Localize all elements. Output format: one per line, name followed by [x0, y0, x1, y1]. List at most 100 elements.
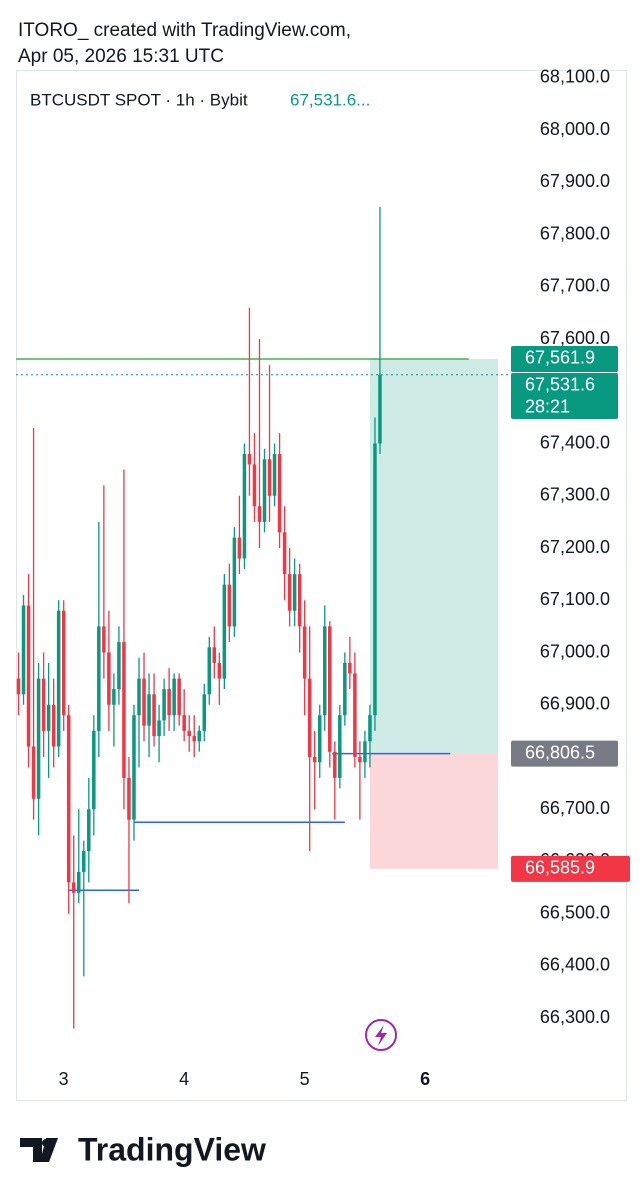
candle-body — [317, 715, 322, 763]
candle-body — [16, 678, 21, 695]
candle-body — [322, 626, 327, 716]
candle-body — [122, 642, 126, 778]
candle-body — [76, 871, 81, 893]
candle-body — [152, 694, 156, 737]
plot — [16, 206, 508, 1029]
y-tick-label: 67,700.0 — [540, 276, 610, 296]
candle-body — [187, 730, 191, 737]
price-tag — [511, 372, 618, 419]
candle-body — [107, 652, 111, 705]
price-tag-label: 67,561.9 — [525, 348, 595, 368]
candle-body — [177, 678, 181, 716]
candle-body — [41, 678, 46, 731]
candle-body — [277, 453, 282, 533]
y-tick-label: 67,300.0 — [540, 485, 610, 505]
candle-body — [333, 751, 337, 778]
candle-body — [26, 605, 31, 747]
price-tag-label: 67,531.6 — [525, 375, 595, 395]
y-tick-label: 66,900.0 — [540, 693, 610, 713]
candle-body — [132, 715, 136, 820]
candle-body — [66, 715, 71, 883]
price-tag — [511, 345, 618, 372]
candle-body — [348, 662, 352, 674]
header-line: Apr 05, 2026 15:31 UTC — [18, 46, 224, 67]
candle-body — [282, 532, 287, 575]
candle-body — [127, 777, 131, 820]
candle-body — [36, 678, 41, 799]
loss-zone — [369, 753, 498, 869]
candle-body — [112, 689, 116, 705]
candle-body — [307, 678, 312, 757]
candle-body — [297, 574, 302, 627]
price-tag — [511, 740, 618, 767]
candle-body — [21, 605, 26, 695]
candle-body — [353, 673, 357, 757]
symbol: BTCUSDT SPOT · 1h · Bybit — [30, 90, 248, 109]
candle-body — [192, 736, 196, 742]
candle-body — [207, 647, 212, 695]
candle-body — [373, 443, 377, 716]
candle-body — [312, 756, 317, 763]
candle-body — [272, 453, 277, 496]
candle-body — [358, 756, 362, 763]
candle-body — [378, 374, 382, 444]
candle-body — [247, 453, 252, 465]
y-tick-label: 68,000.0 — [540, 119, 610, 139]
candle-body — [227, 584, 232, 627]
x-tick-label: 5 — [300, 1069, 310, 1089]
y-tick-label: 67,000.0 — [540, 641, 610, 661]
candle-body — [46, 704, 51, 731]
candle-body — [31, 746, 36, 799]
alert-icon[interactable] — [365, 1019, 397, 1051]
candle-body — [212, 647, 217, 663]
candle-body — [252, 464, 257, 507]
price-tag — [511, 855, 630, 882]
candle-body — [102, 626, 106, 653]
candle-body — [217, 662, 222, 679]
candle-body — [82, 851, 86, 872]
candle-body — [162, 689, 166, 721]
header-line: ITORO_ created with TradingView.com, — [18, 20, 351, 41]
y-tick-label: 67,200.0 — [540, 537, 610, 557]
y-tick-label: 67,900.0 — [540, 171, 610, 191]
candle-body — [97, 626, 101, 731]
candle-body — [157, 720, 161, 737]
candle-body — [51, 704, 56, 747]
candle-body — [328, 626, 332, 752]
profit-zone — [369, 358, 498, 754]
candle-body — [202, 694, 207, 731]
candle-body — [242, 453, 247, 559]
frame — [16, 70, 627, 1101]
countdown: 28:21 — [525, 397, 570, 417]
candle-body — [56, 610, 61, 747]
candle-body — [232, 537, 237, 627]
price-tag-label: 66,585.9 — [525, 858, 595, 878]
price-tag-label: 66,806.5 — [525, 742, 595, 762]
candle-body — [147, 694, 151, 726]
candle-body — [182, 715, 186, 731]
candle-body — [338, 715, 342, 778]
candle-body — [87, 809, 91, 852]
candle-body — [172, 678, 176, 716]
candle-body — [117, 642, 121, 690]
x-tick-label: 4 — [179, 1069, 189, 1089]
candle-body — [363, 741, 367, 763]
candle-body — [167, 689, 171, 716]
y-tick-label: 66,300.0 — [540, 1007, 610, 1027]
y-tick-label: 67,800.0 — [540, 223, 610, 243]
candle-body — [368, 715, 372, 742]
candle-body — [343, 662, 347, 716]
y-tick-label: 67,600.0 — [540, 328, 610, 348]
candle-body — [142, 678, 146, 726]
candle-body — [222, 584, 227, 679]
candle-body — [197, 730, 202, 742]
brand: TradingView — [78, 1131, 266, 1167]
candle-body — [61, 610, 66, 716]
candle-body — [267, 459, 272, 496]
y-tick-label: 68,100.0 — [540, 67, 610, 87]
candle-body — [71, 882, 76, 893]
y-tick-label: 67,400.0 — [540, 432, 610, 452]
y-tick-label: 66,500.0 — [540, 902, 610, 922]
candle-body — [137, 678, 141, 716]
